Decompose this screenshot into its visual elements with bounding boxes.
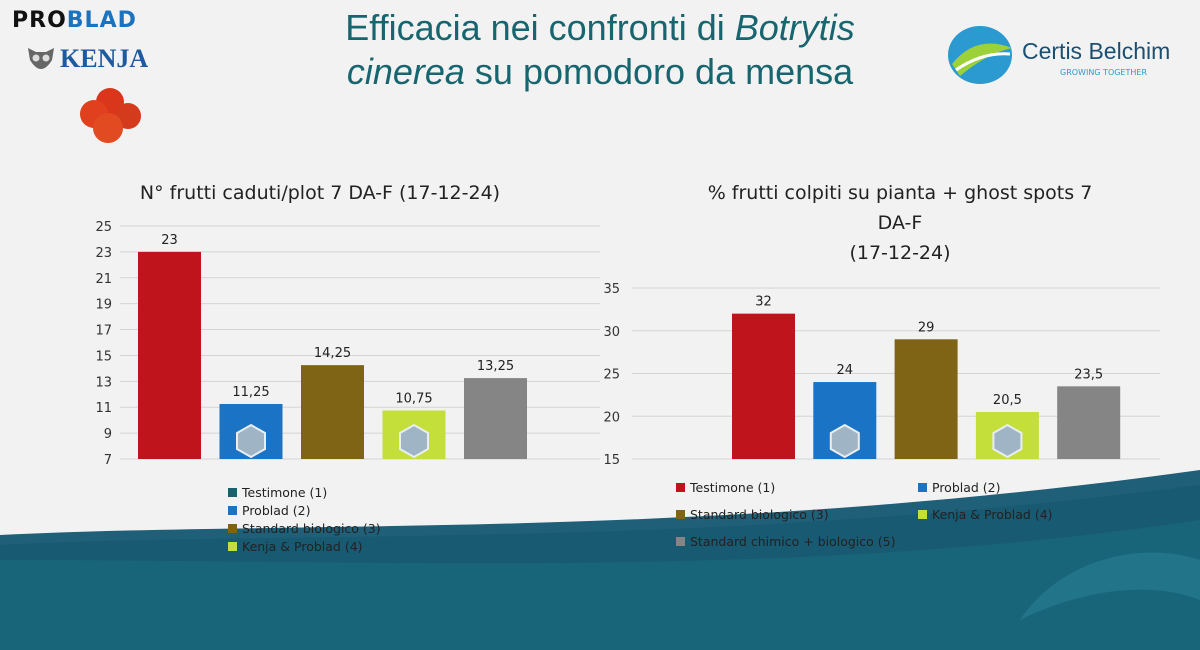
blad-badge-icon xyxy=(992,423,1023,459)
legend-swatch xyxy=(676,483,685,492)
y-tick-label: 21 xyxy=(95,272,112,287)
chart2-title: % frutti colpiti su pianta + ghost spots… xyxy=(707,182,1093,264)
legend-item: Standard biologico (3) xyxy=(228,521,381,536)
blad-badge-icon xyxy=(829,423,860,459)
y-tick-label: 23 xyxy=(95,246,112,261)
y-tick-label: 20 xyxy=(603,410,620,425)
tomatoes-image xyxy=(80,88,141,143)
bar xyxy=(1057,386,1121,459)
certis-logo-text: Certis Belchim xyxy=(1022,38,1171,64)
data-label: 23 xyxy=(161,233,178,248)
data-label: 23,5 xyxy=(1074,367,1103,382)
bar xyxy=(732,313,795,459)
y-tick-label: 9 xyxy=(104,427,112,442)
legend-swatch xyxy=(676,510,685,519)
legend-item: Standard chimico + biologico (5) xyxy=(676,534,895,549)
y-tick-label: 35 xyxy=(603,282,620,297)
bar xyxy=(464,378,527,459)
legend-item: Problad (2) xyxy=(228,503,311,518)
data-label: 11,25 xyxy=(232,385,269,400)
data-label: 24 xyxy=(837,363,854,378)
y-tick-label: 19 xyxy=(95,298,112,313)
y-tick-label: 25 xyxy=(95,220,112,235)
kenja-logo: KENJA xyxy=(60,44,149,73)
y-tick-label: 15 xyxy=(603,453,620,468)
y-tick-label: 15 xyxy=(95,349,112,364)
bar xyxy=(894,339,958,459)
legend-swatch xyxy=(918,483,927,492)
data-label: 10,75 xyxy=(395,391,432,406)
legend-swatch xyxy=(918,510,927,519)
legend-item: Problad (2) xyxy=(918,480,1001,495)
legend-swatch xyxy=(676,537,685,546)
chart1-title: N° frutti caduti/plot 7 DA-F (17-12-24) xyxy=(139,182,501,204)
bar xyxy=(301,365,364,459)
data-label: 14,25 xyxy=(314,346,351,361)
blad-badge-icon xyxy=(236,423,266,459)
legend-item: Testimone (1) xyxy=(676,480,775,495)
y-tick-label: 13 xyxy=(95,375,112,390)
y-tick-label: 11 xyxy=(95,401,112,416)
legend-swatch xyxy=(228,506,237,515)
legend-item: Kenja & Problad (4) xyxy=(228,539,363,554)
bar xyxy=(138,251,201,459)
data-label: 13,25 xyxy=(477,359,514,374)
y-tick-label: 17 xyxy=(95,324,112,339)
data-label: 32 xyxy=(755,295,772,310)
y-tick-label: 7 xyxy=(104,453,112,468)
owl-icon xyxy=(28,48,54,69)
certis-logo-icon xyxy=(948,26,1012,84)
y-tick-label: 30 xyxy=(603,325,620,340)
legend-item: Kenja & Problad (4) xyxy=(918,507,1053,522)
legend-swatch xyxy=(228,542,237,551)
legend-item: Testimone (1) xyxy=(228,485,327,500)
legend-swatch xyxy=(228,488,237,497)
y-tick-label: 25 xyxy=(603,368,620,383)
page-title: Efficacia nei confronti di Botrytis ciner… xyxy=(345,7,855,92)
legend-swatch xyxy=(228,524,237,533)
data-label: 20,5 xyxy=(993,393,1022,408)
problad-logo: PROBLAD xyxy=(12,8,137,33)
certis-tagline: GROWING TOGETHER xyxy=(1060,68,1148,77)
data-label: 29 xyxy=(918,320,935,335)
legend-item: Standard biologico (3) xyxy=(676,507,829,522)
blad-badge-icon xyxy=(399,423,429,459)
